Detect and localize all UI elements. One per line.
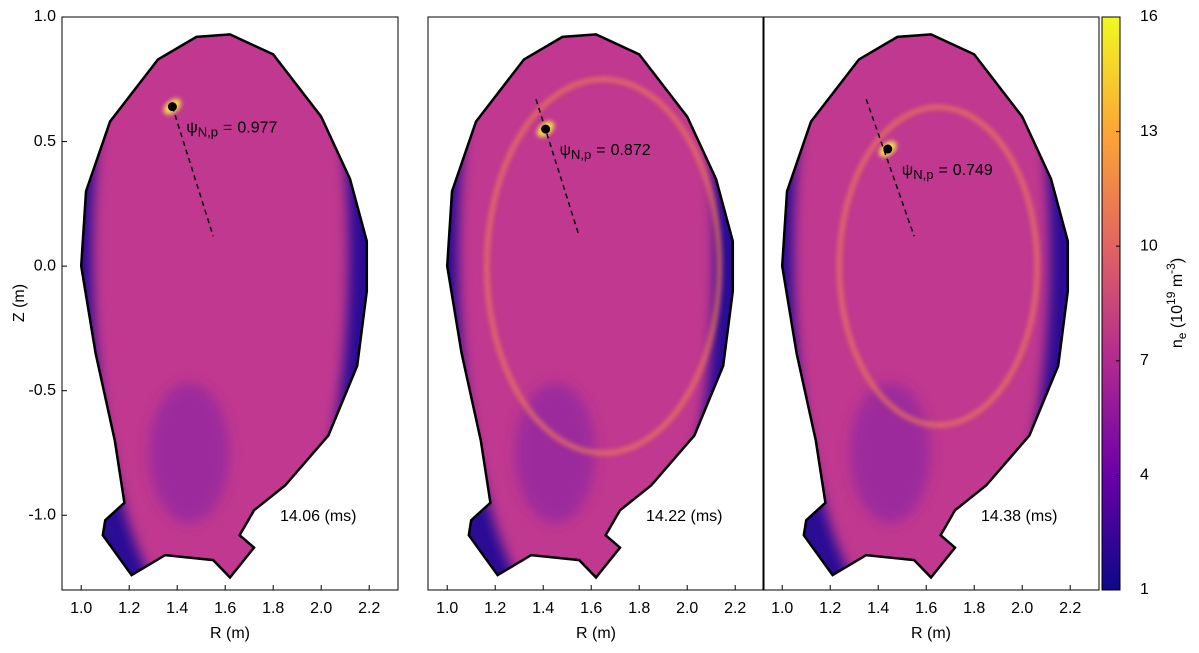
x-tick-label: 2.0 — [310, 600, 332, 617]
marker — [167, 102, 177, 112]
chord — [171, 106, 214, 237]
axes-frame — [61, 16, 399, 591]
x-tick-label: 2.2 — [358, 600, 380, 617]
colorbar-label-unit-sup: -3 — [1164, 263, 1178, 274]
colorbar-label-close: ) — [1169, 258, 1186, 263]
relation: = — [596, 142, 605, 159]
annotation: ψN,p = 0.977 — [186, 120, 277, 140]
x-tick-label: 2.2 — [724, 600, 746, 617]
y-tick-label: 1.0 — [34, 8, 56, 25]
x-tick-label: 1.8 — [628, 600, 650, 617]
subscript: N,p — [571, 148, 591, 163]
colorbar — [1101, 16, 1121, 591]
x-tick-label: 1.4 — [166, 600, 188, 617]
chord — [535, 98, 580, 237]
x-axis-label: R (m) — [576, 625, 616, 642]
x-tick-label: 1.2 — [118, 600, 140, 617]
boundary — [79, 33, 369, 580]
colorbar-tick-label: 1 — [1140, 581, 1149, 598]
x-tick-label: 1.2 — [484, 600, 506, 617]
x-tick-label: 1.6 — [214, 600, 236, 617]
x-tick-label: 1.8 — [262, 600, 284, 617]
subscript: N,p — [913, 167, 933, 182]
x-tick-label: 1.4 — [532, 600, 554, 617]
x-tick-label: 1.6 — [915, 600, 937, 617]
y-tick-label: -0.5 — [28, 382, 56, 399]
y-tick-label: -1.0 — [28, 506, 56, 523]
relation: = — [938, 162, 947, 179]
marker — [883, 144, 893, 154]
y-tick-label: 0.5 — [34, 133, 56, 150]
colorbar-tick-label: 16 — [1140, 8, 1158, 25]
heatmap — [81, 34, 367, 578]
symbol: ψ — [560, 142, 571, 159]
marker — [541, 124, 551, 134]
x-tick-label: 2.0 — [676, 600, 698, 617]
x-tick-label: 1.6 — [580, 600, 602, 617]
heatmap — [447, 34, 733, 578]
colorbar-label-unit: m — [1169, 274, 1186, 292]
y-tick-label: 0.0 — [34, 257, 56, 274]
subscript: N,p — [198, 125, 218, 140]
boundary — [445, 33, 735, 580]
panel: 1.0 1.2 1.4 1.6 1.8 2.0 2.2 R (m) -1.0 -0.5 0.0 0.5… — [11, 8, 399, 642]
panel: 1.0 1.2 1.4 1.6 1.8 2.0 2.2 R (m) ψN,p = 0.872 14.2… — [427, 16, 765, 642]
panel: 1.0 1.2 1.4 1.6 1.8 2.0 2.2 R (m) ψN,p = 0.749 14.3… — [762, 16, 1100, 642]
y-axis-label: Z (m) — [11, 284, 28, 322]
colorbar-label-sub: e — [1175, 332, 1189, 339]
value: 0.749 — [953, 162, 993, 179]
heatmap — [782, 34, 1068, 578]
symbol: ψ — [902, 162, 913, 179]
ring — [836, 104, 1040, 428]
ring — [484, 76, 723, 456]
x-tick-label: 1.0 — [436, 600, 458, 617]
colorbar-tick-label: 13 — [1140, 123, 1158, 140]
colorbar-tick-label: 4 — [1140, 467, 1149, 484]
time-label: 14.38 (ms) — [981, 508, 1057, 525]
plasma-lower — [149, 382, 230, 523]
x-tick-label: 1.2 — [819, 600, 841, 617]
colorbar-label-sup: 19 — [1164, 291, 1178, 305]
colorbar-tick-label: 10 — [1140, 237, 1158, 254]
axes-frame — [762, 16, 1100, 591]
boundary — [780, 33, 1070, 580]
time-label: 14.22 (ms) — [646, 508, 722, 525]
colorbar-label: ne (1019 m-3) — [1164, 258, 1189, 348]
time-label: 14.06 (ms) — [280, 508, 356, 525]
chord — [865, 98, 915, 237]
x-axis-label: R (m) — [210, 625, 250, 642]
colorbar-label-base: n — [1169, 339, 1186, 348]
x-axis-label: R (m) — [911, 625, 951, 642]
colorbar-label-open: (10 — [1169, 305, 1186, 333]
annotation: ψN,p = 0.749 — [902, 162, 993, 182]
value: 0.977 — [237, 120, 277, 137]
x-tick-label: 2.0 — [1011, 600, 1033, 617]
relation: = — [223, 120, 232, 137]
colorbar-tick-label: 7 — [1140, 352, 1149, 369]
x-tick-label: 1.0 — [70, 600, 92, 617]
symbol: ψ — [186, 120, 197, 137]
x-tick-label: 1.4 — [867, 600, 889, 617]
x-tick-label: 1.8 — [963, 600, 985, 617]
x-tick-label: 2.2 — [1059, 600, 1081, 617]
axes-frame — [427, 16, 765, 591]
x-tick-label: 1.0 — [771, 600, 793, 617]
annotation: ψN,p = 0.872 — [560, 142, 651, 162]
value: 0.872 — [611, 142, 651, 159]
